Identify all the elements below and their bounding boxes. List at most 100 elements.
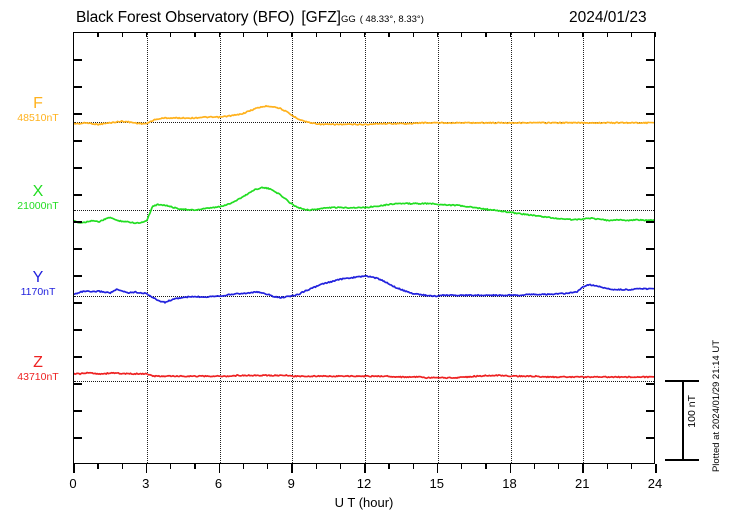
x-tick-top-22 — [606, 32, 608, 37]
trace-y — [74, 274, 654, 304]
y-tick-right-10 — [646, 302, 655, 304]
component-baseline-value-z: 43710nT — [17, 371, 59, 383]
component-baseline-value-y: 1170nT — [20, 286, 56, 298]
component-label-z: Z 43710nT — [8, 354, 68, 383]
x-tick-10 — [315, 464, 317, 469]
x-tick-top-13 — [388, 32, 390, 37]
y-tick-left-15 — [73, 437, 82, 439]
x-tick-top-10 — [315, 32, 317, 37]
x-axis-title: U T (hour) — [334, 495, 394, 510]
x-tick-13 — [388, 464, 390, 469]
x-tick-top-23 — [630, 32, 633, 37]
chart-header: Black Forest Observatory (BFO) [GFZ] GG … — [0, 9, 730, 31]
x-tick-label-18: 18 — [502, 476, 517, 491]
x-tick-top-0 — [73, 32, 75, 37]
x-tick-24 — [655, 464, 657, 473]
x-tick-top-5 — [194, 32, 196, 37]
component-letter-y: Y — [32, 269, 44, 286]
x-tick-label-21: 21 — [575, 476, 590, 491]
gridline-hour-21 — [583, 33, 585, 463]
x-tick-top-7 — [242, 32, 245, 37]
x-tick-label-9: 9 — [287, 476, 295, 491]
y-tick-left-12 — [73, 356, 82, 358]
x-tick-label-0: 0 — [69, 476, 77, 491]
y-tick-right-13 — [646, 383, 655, 385]
baseline-x — [74, 210, 654, 211]
x-tick-top-3 — [145, 32, 148, 37]
x-tick-top-24 — [655, 32, 657, 37]
baseline-f — [74, 122, 654, 123]
y-tick-left-7 — [73, 221, 82, 223]
gridline-hour-12 — [365, 33, 366, 463]
y-tick-left-2 — [73, 86, 82, 88]
x-tick-label-12: 12 — [356, 476, 372, 491]
x-tick-top-6 — [218, 32, 220, 37]
scale-bar — [682, 380, 684, 460]
x-tick-15 — [436, 464, 439, 473]
gridline-hour-3 — [146, 33, 148, 463]
y-tick-right-8 — [646, 248, 655, 250]
gridline-hour-6 — [219, 33, 221, 463]
y-tick-right-4 — [646, 140, 655, 142]
x-tick-top-19 — [533, 32, 536, 37]
y-tick-left-13 — [73, 383, 82, 385]
y-tick-right-7 — [646, 221, 655, 223]
x-tick-4 — [170, 464, 172, 469]
component-baseline-value-f: 48510nT — [17, 112, 59, 124]
x-tick-top-18 — [509, 32, 511, 37]
x-tick-12 — [364, 464, 366, 473]
x-tick-top-14 — [412, 32, 414, 37]
x-tick-23 — [630, 464, 633, 469]
component-label-x: X 21000nT — [8, 183, 68, 212]
component-label-y: Y 1170nT — [8, 269, 68, 298]
x-tick-9 — [291, 464, 293, 473]
y-tick-left-6 — [73, 194, 82, 196]
x-tick-0 — [73, 464, 75, 473]
y-tick-right-15 — [646, 437, 655, 439]
plotted-timestamp: Plotted at 2024/01/29 21:14 UT — [711, 340, 722, 473]
x-tick-label-3: 3 — [142, 476, 150, 491]
x-tick-16 — [461, 464, 463, 469]
x-tick-18 — [509, 464, 512, 473]
baseline-y — [74, 296, 654, 297]
scale-bar-bottom-cap — [665, 459, 699, 461]
x-tick-2 — [121, 464, 123, 469]
x-tick-17 — [485, 464, 487, 469]
x-tick-7 — [242, 464, 245, 469]
scale-bar-top-cap — [665, 380, 699, 382]
y-tick-left-14 — [73, 410, 82, 412]
scale-bar-label: 100 nT — [686, 395, 698, 428]
x-tick-label-6: 6 — [214, 476, 223, 491]
trace-z — [74, 371, 654, 380]
x-tick-top-17 — [485, 32, 487, 37]
x-tick-1 — [97, 464, 99, 469]
x-tick-14 — [412, 464, 414, 469]
component-baseline-value-x: 21000nT — [17, 200, 59, 212]
x-tick-top-11 — [339, 32, 342, 37]
x-tick-label-24: 24 — [647, 476, 663, 491]
x-tick-top-8 — [267, 32, 269, 37]
x-tick-label-15: 15 — [429, 476, 444, 491]
y-tick-left-5 — [73, 167, 82, 169]
x-tick-top-12 — [364, 32, 366, 37]
y-tick-right-5 — [646, 167, 655, 169]
baseline-z — [74, 381, 654, 382]
component-label-f: F 48510nT — [8, 95, 68, 124]
magnetogram-traces — [74, 104, 654, 380]
page-title: Black Forest Observatory (BFO) [GFZ] GG … — [76, 9, 424, 27]
y-tick-left-8 — [73, 248, 82, 250]
x-tick-6 — [218, 464, 221, 473]
x-tick-top-1 — [97, 32, 99, 37]
x-tick-11 — [339, 464, 342, 469]
gridline-hour-9 — [292, 33, 294, 463]
x-tick-top-21 — [582, 32, 584, 37]
x-tick-8 — [267, 464, 269, 469]
institute-subscript: GG — [340, 14, 356, 25]
y-tick-left-4 — [73, 140, 82, 142]
y-tick-left-1 — [73, 59, 82, 61]
y-tick-right-14 — [646, 410, 655, 412]
gridline-hour-18 — [510, 33, 512, 463]
x-tick-21 — [582, 464, 584, 473]
x-tick-19 — [533, 464, 536, 469]
